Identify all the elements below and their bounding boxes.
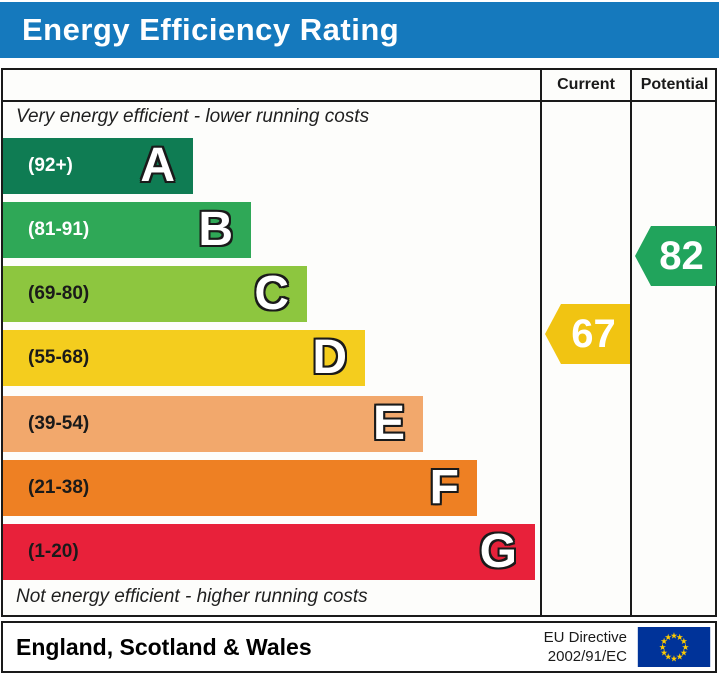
band-e-letter: E [372, 397, 405, 450]
svg-text:★: ★ [660, 649, 668, 659]
eu-directive-line1: EU Directive [543, 629, 627, 646]
current-column-header: Current [557, 76, 615, 93]
band-f-range: (21-38) [28, 477, 90, 498]
svg-text:★: ★ [664, 653, 672, 663]
potential-column-header: Potential [640, 76, 709, 93]
svg-text:★: ★ [682, 643, 690, 653]
band-e: (39-54) E [3, 396, 423, 452]
band-e-range: (39-54) [28, 413, 90, 434]
band-c-range: (69-80) [28, 283, 90, 304]
svg-text:★: ★ [676, 633, 684, 643]
eu-directive-line2: 2002/91/EC [547, 648, 627, 665]
svg-text:★: ★ [680, 637, 688, 647]
band-f-letter: F [429, 461, 459, 514]
band-a-range: (92+) [28, 155, 73, 176]
svg-text:★: ★ [660, 637, 668, 647]
svg-text:★: ★ [659, 643, 667, 653]
top-caption: Very energy efficient - lower running co… [16, 106, 370, 127]
band-b: (81-91) B [3, 202, 251, 258]
svg-text:★: ★ [670, 654, 678, 664]
potential-rating-marker: 82 [635, 226, 716, 286]
svg-text:★: ★ [664, 633, 672, 643]
svg-text:★: ★ [680, 649, 688, 659]
band-d-letter: D [312, 331, 347, 384]
band-g-range: (1-20) [28, 541, 79, 562]
svg-text:★: ★ [676, 653, 684, 663]
band-c: (69-80) C [3, 266, 307, 322]
band-g-letter: G [479, 525, 517, 578]
eu-directive-label: EU Directive 2002/91/EC [544, 628, 636, 666]
header-row-divider [1, 100, 717, 102]
band-c-letter: C [254, 267, 289, 320]
band-b-range: (81-91) [28, 219, 90, 240]
band-d: (55-68) D [3, 330, 365, 386]
bottom-caption: Not energy efficient - higher running co… [16, 586, 368, 607]
potential-column-divider [630, 68, 632, 617]
potential-rating-value: 82 [659, 233, 704, 278]
band-a: (92+) A [3, 138, 193, 194]
title-bar: Energy Efficiency Rating [0, 2, 719, 58]
svg-text:★: ★ [670, 631, 678, 641]
band-b-letter: B [198, 203, 233, 256]
band-g: (1-20) G [3, 524, 535, 580]
region-label: England, Scotland & Wales [16, 633, 312, 660]
band-a-letter: A [140, 139, 175, 192]
band-f: (21-38) F [3, 460, 477, 516]
current-column-divider [540, 68, 542, 617]
page-title: Energy Efficiency Rating [22, 12, 400, 47]
band-d-range: (55-68) [28, 347, 90, 368]
current-rating-marker: 67 [545, 304, 630, 364]
footer-bar: England, Scotland & Wales EU Directive 2… [1, 621, 717, 673]
current-rating-value: 67 [571, 311, 616, 356]
eu-flag-icon: ★ ★ ★ ★ ★ ★ ★ ★ ★ ★ ★ ★ [637, 627, 711, 667]
